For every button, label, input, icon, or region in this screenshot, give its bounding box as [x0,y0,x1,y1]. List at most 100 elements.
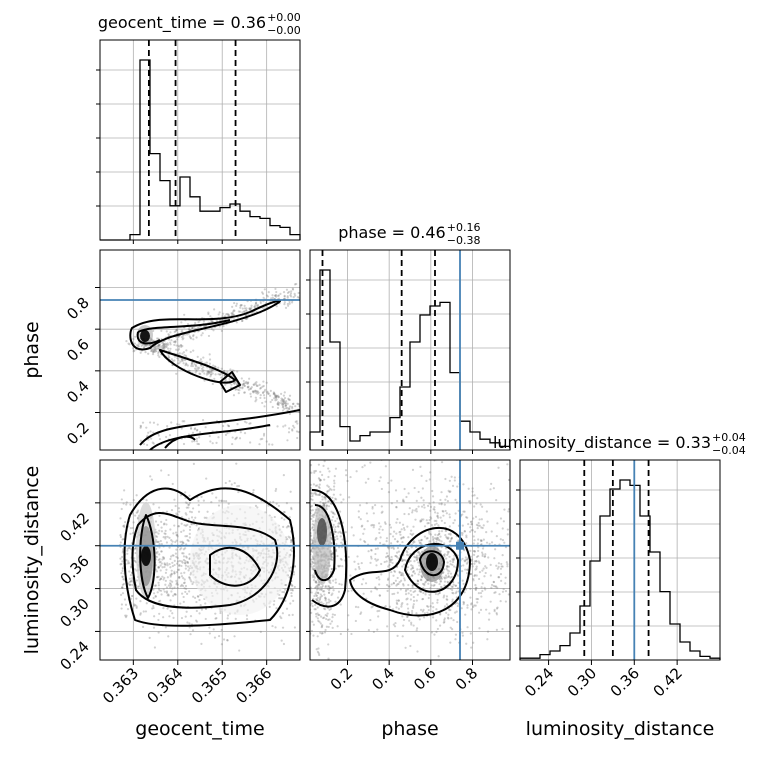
sample-point [226,617,229,620]
sample-point [271,296,275,299]
sample-point [259,301,262,305]
sample-point [433,633,436,636]
sample-point [159,599,162,602]
sample-point [155,349,158,353]
sample-point [168,536,171,539]
sample-point [239,386,242,389]
sample-point [183,313,186,316]
sample-point [218,373,222,376]
sample-point [439,535,442,538]
sample-point [175,372,178,375]
sample-point [175,512,178,515]
sample-point [290,594,293,598]
sample-point [416,568,419,571]
sample-point [190,516,194,519]
sample-point [180,560,183,563]
sample-point [429,509,432,512]
sample-point [184,524,188,527]
sample-point [388,585,391,588]
sample-point [380,562,383,566]
sample-point [279,292,282,295]
sample-point [286,296,289,299]
sample-point [388,563,391,567]
sample-point [320,601,323,604]
sample-point [436,598,439,602]
sample-point [277,401,280,404]
sample-point [165,591,168,594]
sample-point [327,457,329,459]
sample-point [209,440,212,443]
sample-point [280,397,283,400]
sample-point [462,510,465,513]
sample-point [292,402,295,405]
sample-point [173,359,176,362]
sample-point [293,565,297,568]
sample-point [321,631,324,635]
sample-point [455,596,458,599]
sample-point [246,382,249,385]
sample-point [470,562,474,566]
sample-point [211,320,214,323]
sample-point [388,523,391,526]
sample-point [447,550,450,554]
sample-point [202,320,206,323]
sample-point [362,592,365,595]
sample-point [461,569,464,573]
sample-point [210,370,213,373]
sample-point [195,336,198,339]
sample-point [325,504,329,507]
sample-point [170,339,173,342]
sample-point [236,423,239,426]
sample-point [431,602,434,605]
sample-point [370,549,373,552]
sample-point [190,361,194,364]
sample-point [456,604,459,608]
sample-point [495,607,499,610]
sample-point [420,538,423,542]
sample-point [409,532,412,535]
sample-point [182,582,186,585]
sample-point [411,468,415,471]
sample-point [291,288,295,291]
sample-point [411,586,414,589]
contour-line [164,435,196,449]
sample-point [310,543,313,546]
sample-point [209,375,212,378]
sample-point [337,565,341,568]
x-tick-label: 0.8 [452,664,482,694]
sample-point [416,556,419,559]
sample-point [173,586,176,589]
sample-point [217,373,220,376]
sample-point [410,564,413,567]
sample-point [235,321,238,324]
sample-point [421,582,425,586]
sample-point [409,589,412,592]
sample-point [396,576,399,580]
sample-point [393,592,396,595]
sample-point [162,616,165,619]
sample-point [410,574,414,577]
sample-point [301,537,303,539]
sample-point [282,510,286,514]
sample-point [386,555,389,558]
sample-point [390,570,393,574]
sample-point [180,522,183,525]
sample-point [143,345,146,349]
sample-point [121,586,124,589]
sample-point [162,347,165,350]
sample-point [284,402,288,405]
sample-point [432,501,435,504]
sample-point [255,390,259,393]
sample-point [157,344,160,347]
sample-point [328,586,331,590]
sample-point [222,638,226,641]
sample-point [188,510,192,513]
sample-point [415,499,418,502]
sample-point [273,394,277,397]
sample-point [291,589,294,592]
sample-point [319,596,322,599]
sample-point [310,563,313,566]
sample-point [131,532,135,535]
sample-point [261,292,265,295]
sample-point [135,597,138,600]
